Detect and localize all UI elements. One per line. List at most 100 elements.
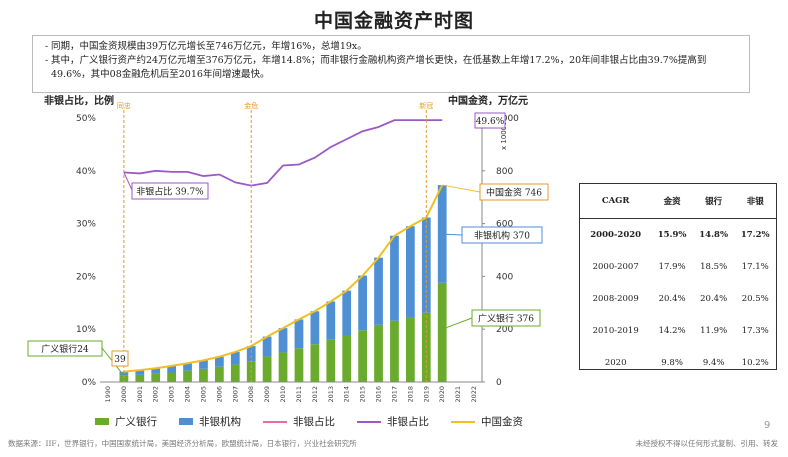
right-tick-label: 400: [496, 272, 513, 282]
left-axis-title: 非银占比，比例: [44, 94, 114, 107]
bar-nonbank: [214, 356, 224, 367]
bar-nonbank: [246, 346, 256, 362]
bar-nonbank: [151, 368, 161, 374]
bar-bank: [262, 356, 272, 382]
cagr-cell: 2000-2007: [592, 262, 639, 272]
x-tick-label: 2021: [454, 386, 462, 403]
bar-bank: [151, 373, 161, 382]
cagr-row: 2000-2007 17.9% 18.5% 17.1%: [580, 251, 776, 283]
leader-total-end: [442, 184, 481, 193]
bar-nonbank: [342, 290, 352, 336]
cagr-cell: 11.9%: [700, 326, 728, 336]
cagr-cell: 20.5%: [741, 294, 769, 304]
bar-nonbank: [135, 370, 145, 375]
cagr-cell: 2020: [604, 358, 627, 368]
label-share-end-box: [474, 112, 506, 129]
bar-bank: [390, 320, 399, 382]
x-tick-label: 2011: [295, 386, 303, 403]
notes-box: - 同期，中国金资规模由39万亿元增长至746万亿元，年增16%，总增19x。 -…: [32, 35, 750, 93]
x-tick-label: 2010: [279, 386, 287, 403]
cagr-cell: 20.4%: [658, 294, 686, 304]
left-tick-label: 10%: [76, 325, 96, 335]
cagr-header: 非银: [734, 184, 776, 219]
bar-nonbank: [358, 275, 368, 331]
label-share-end-text: 49.6%: [476, 117, 505, 127]
bar-nonbank: [374, 257, 383, 325]
bar-bank: [167, 372, 177, 382]
cagr-cell: 18.5%: [700, 262, 728, 272]
bar-nonbank: [199, 360, 208, 369]
legend-bank: 广义银行: [95, 414, 157, 429]
label-share-start-box: [131, 182, 209, 200]
bar-bank: [342, 335, 352, 382]
chart-legend: 广义银行 非银机构 非银占比 非银占比 中国金资: [95, 414, 523, 429]
left-tick-label: 50%: [76, 114, 96, 124]
cagr-header: 金资: [651, 184, 693, 219]
label-bank-start-text: 广义银行24: [41, 343, 89, 355]
x-tick-label: 2014: [343, 386, 351, 403]
bar-nonbank: [326, 301, 336, 340]
right-tick-label: 800: [496, 167, 513, 177]
x-tick-label: 2003: [168, 386, 176, 403]
bar-nonbank: [119, 371, 129, 376]
cagr-cell: 2000-2020: [590, 230, 642, 240]
bar-nonbank: [230, 351, 240, 365]
label-total-end-text: 中国金资 746: [486, 187, 542, 199]
period-label: 同忠: [117, 102, 131, 110]
label-total-end-box: [479, 183, 549, 201]
legend-nonbank: 非银机构: [179, 414, 241, 429]
bar-bank: [214, 366, 224, 382]
x-tick-label: 2005: [199, 386, 207, 403]
period-label: 新冠: [419, 101, 433, 110]
right-tick-label: 1000: [496, 114, 519, 124]
bar-nonbank: [294, 319, 304, 349]
bar-nonbank: [405, 226, 415, 318]
bar-bank: [374, 324, 383, 382]
x-tick-label: 2009: [263, 386, 271, 403]
label-bank-end-box: [471, 309, 541, 327]
x-tick-label: 2020: [438, 386, 446, 403]
note-1: - 同期，中国金资规模由39万亿元增长至746万亿元，年增16%，总增19x。: [45, 41, 367, 52]
label-nonbank-end-text: 非银机构 370: [474, 230, 530, 242]
right-tick-label: 600: [496, 220, 513, 230]
left-tick-label: 20%: [76, 272, 96, 282]
x-tick-label: 2002: [152, 386, 160, 403]
label-share-start-text: 非银占比 39.7%: [136, 186, 204, 198]
cagr-cell: 17.2%: [740, 230, 770, 240]
x-tick-label: 2018: [406, 386, 414, 403]
cagr-row: 2020 9.8% 9.4% 10.2%: [580, 347, 776, 379]
label-nonbank-end-box: [461, 226, 543, 244]
period-label: 金危: [244, 101, 258, 110]
x-tick-label: 2006: [215, 386, 223, 403]
cagr-row: 2000-2020 15.9% 14.8% 17.2%: [580, 219, 776, 252]
label-bank-end-text: 广义银行 376: [478, 313, 534, 325]
legend-share: 非银占比: [357, 414, 429, 429]
x-tick-label: 2004: [184, 386, 192, 403]
bar-nonbank: [310, 311, 320, 345]
bar-bank: [119, 375, 129, 382]
label-total-start-text: 39: [114, 355, 126, 365]
bar-bank: [405, 317, 415, 382]
bar-bank: [278, 352, 288, 382]
copyright-footer: 未经授权不得以任何形式复制、引用、转发: [635, 439, 779, 448]
cagr-cell: 17.1%: [741, 262, 769, 272]
page-number: 9: [764, 420, 771, 431]
x-tick-label: 2008: [247, 386, 255, 403]
x-tick-label: 2000: [120, 386, 128, 403]
legend-share-pink: 非银占比: [263, 414, 335, 429]
cagr-row: 2008-2009 20.4% 20.4% 20.5%: [580, 283, 776, 315]
cagr-row: 2010-2019 14.2% 11.9% 17.3%: [580, 315, 776, 347]
right-tick-label: 0: [496, 378, 502, 388]
bar-nonbank: [390, 235, 399, 321]
cagr-cell: 9.4%: [702, 358, 725, 368]
line-total: [123, 184, 444, 373]
bar-nonbank: [437, 185, 447, 283]
cagr-table: CAGR 金资 银行 非银 2000-2020 15.9% 14.8% 17.2% 2000-…: [579, 183, 777, 370]
bar-nonbank: [183, 363, 192, 371]
page-title: 中国金融资产时图: [313, 10, 474, 32]
x-tick-label: 2013: [327, 386, 335, 403]
right-axis-title: 中国金资，万亿元: [448, 94, 528, 107]
bar-bank: [135, 374, 145, 382]
x-tick-label: 2019: [422, 386, 430, 403]
cagr-cell: 9.8%: [661, 358, 683, 368]
